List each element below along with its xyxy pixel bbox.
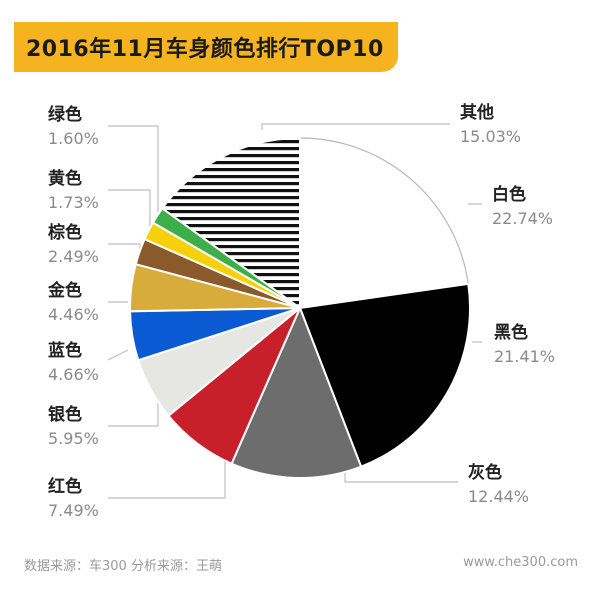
pie-slices (129, 136, 471, 479)
slice-label-value-3: 7.49% (48, 501, 99, 520)
data-source: 数据来源：车300 分析来源：王萌 (24, 559, 222, 574)
slice-label-value-10: 15.03% (460, 127, 521, 146)
title-banner: 2016年11月车身颜色排行TOP10 (14, 22, 398, 72)
leader-line-3 (108, 460, 226, 499)
leader-line-9 (108, 125, 159, 212)
slice-label-name-0: 白色 (492, 184, 526, 205)
slice-label-value-1: 21.41% (494, 347, 555, 366)
slice-label-value-5: 4.66% (48, 365, 99, 384)
slice-label-name-1: 黑色 (494, 322, 528, 343)
leader-line-7 (108, 243, 141, 250)
slice-label-value-9: 1.60% (48, 129, 99, 148)
slice-label-value-7: 2.49% (48, 247, 99, 266)
slice-label-name-10: 其他 (460, 102, 494, 123)
leader-line-4 (108, 400, 159, 427)
slice-label-name-9: 绿色 (48, 104, 82, 125)
slice-label-name-6: 金色 (47, 280, 82, 301)
leader-line-8 (108, 189, 151, 228)
slice-label-name-4: 银色 (48, 404, 82, 425)
pie-slice-2 (230, 305, 363, 479)
slice-label-value-0: 22.74% (492, 209, 553, 228)
leader-line-5 (107, 349, 129, 361)
website-link[interactable]: www.che300.com (463, 555, 578, 570)
slice-label-value-4: 5.95% (48, 429, 99, 448)
slice-label-name-3: 红色 (48, 476, 82, 497)
chart-title: 2016年11月车身颜色排行TOP10 (26, 37, 384, 62)
leader-line-10 (261, 123, 450, 130)
slice-labels: 白色 22.74% 黑色 21.41% 灰色 12.44% 红色 7.49% 银色 5.95% 蓝色… (47, 102, 555, 520)
slice-label-value-6: 4.46% (48, 305, 99, 324)
slice-label-name-2: 灰色 (468, 462, 502, 483)
slice-label-name-5: 蓝色 (48, 340, 82, 361)
pie-slice-1 (298, 282, 471, 468)
pie-slice-10 (160, 136, 301, 310)
pie-slice-0 (299, 137, 469, 309)
leader-line-2 (344, 472, 458, 483)
slice-label-name-7: 棕色 (48, 222, 82, 243)
slice-label-value-8: 1.73% (48, 193, 99, 212)
slice-label-value-2: 12.44% (468, 487, 529, 506)
slice-label-name-8: 黄色 (48, 168, 82, 189)
